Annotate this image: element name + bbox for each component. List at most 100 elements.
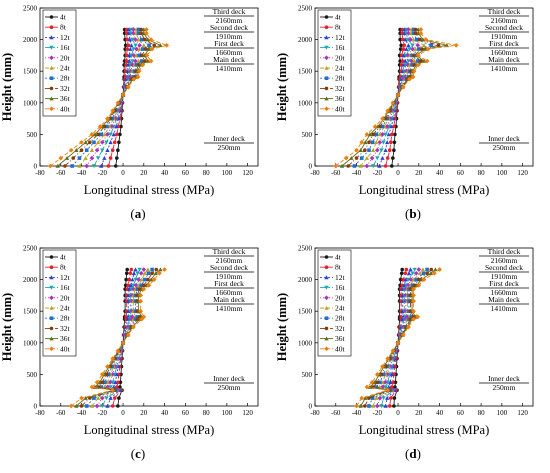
data-point-12t [130,277,135,282]
data-point-20t [94,147,100,153]
legend-label-40t: 40t [60,104,71,113]
series-40t [48,27,169,169]
data-point-40t [89,132,95,137]
series-line-16t [372,29,414,167]
data-point-28t [381,372,386,377]
data-point-28t [374,385,379,389]
data-point-28t [410,53,414,58]
data-point-16t [131,47,136,52]
y-tick-label: 1000 [298,99,313,107]
data-point-12t [404,46,409,51]
series-line-8t [108,29,129,167]
data-point-24t [374,140,379,145]
x-tick-label: 120 [242,169,253,177]
data-point-40t [68,403,74,409]
x-tick-label: -60 [331,169,341,177]
data-point-28t [425,267,429,272]
data-point-24t [413,46,418,51]
legend-label-12t: 12t [60,273,71,282]
data-point-12t [129,43,134,48]
deck-label: Third deck [488,247,521,256]
data-point-28t [411,31,416,36]
data-point-4t [398,277,403,282]
deck-label: Third deck [213,247,246,256]
data-point-24t [358,163,363,168]
data-point-12t [384,140,390,145]
data-point-36t [148,277,154,282]
y-tick-label: 1500 [23,68,38,76]
data-point-20t [129,298,135,304]
data-point-12t [102,155,107,160]
panel-caption: (a) [130,206,146,221]
legend-marker-28t [49,316,54,320]
data-point-40t [380,364,385,369]
legend-marker-12t [49,275,54,280]
data-point-40t [135,74,141,80]
data-point-16t [100,404,105,409]
data-point-32t [363,148,367,152]
x-tick-label: -60 [331,409,341,417]
legend-marker-4t [324,15,329,19]
data-point-32t [420,47,424,51]
data-point-32t [154,267,159,272]
data-point-8t [128,271,133,276]
series-line-36t [341,29,447,167]
data-point-36t [367,384,373,389]
data-point-32t [413,27,418,32]
data-point-28t [106,372,111,377]
data-point-12t [383,148,388,152]
series-line-32t [347,29,441,167]
legend-label-36t: 36t [335,94,346,103]
x-tick-label: -40 [77,169,87,177]
data-point-12t [128,283,133,288]
data-point-32t [375,380,380,385]
x-tick-label: 100 [497,169,508,177]
data-point-40t [125,84,131,90]
data-point-16t [407,47,412,52]
y-tick-label: 2500 [298,245,313,253]
deck-height: 1660mm [491,288,518,297]
data-point-40t [140,62,146,68]
x-tick-label: 20 [140,169,148,177]
data-point-40t [395,92,401,98]
legend-label-4t: 4t [60,253,67,262]
deck-label: Second deck [210,263,248,272]
series-20t [364,27,421,169]
data-point-28t [133,317,138,321]
data-point-4t [115,156,119,160]
data-point-16t [130,37,135,42]
data-point-16t [379,148,384,153]
data-point-4t [393,380,398,385]
data-point-40t [407,76,412,82]
data-point-40t [406,324,411,330]
legend-label-8t: 8t [335,23,342,32]
data-point-40t [131,76,137,82]
x-tick-label: 20 [415,409,423,417]
data-point-40t [79,139,84,145]
series-line-28t [368,269,428,407]
deck-height: 1660mm [216,48,243,57]
data-point-40t [138,298,144,304]
legend-marker-32t [49,86,54,91]
data-point-16t [104,396,109,401]
y-axis-label: Height (mm) [0,293,14,361]
data-point-12t [403,277,408,282]
data-point-28t [146,271,151,276]
x-tick-label: -40 [352,169,362,177]
data-point-28t [367,148,371,152]
data-point-12t [113,380,118,385]
legend-label-24t: 24t [335,304,346,313]
data-point-32t [150,271,154,276]
data-point-12t [125,316,130,321]
data-point-28t [70,164,74,168]
deck-height: 250mm [493,143,516,152]
data-point-32t [88,140,92,145]
data-point-12t [389,372,394,377]
data-point-40t [105,116,110,121]
data-point-4t [117,396,121,400]
deck-height: 1660mm [216,288,243,297]
data-point-12t [105,403,110,408]
legend-marker-24t [324,65,329,70]
